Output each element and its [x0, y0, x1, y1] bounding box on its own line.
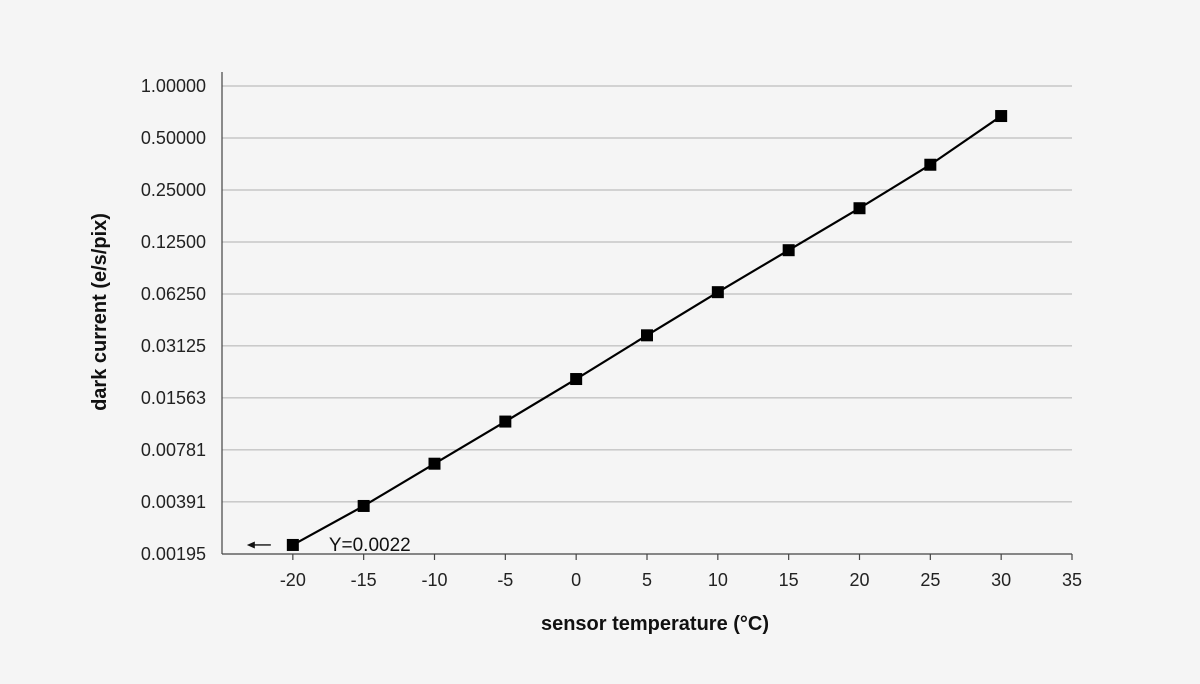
data-point [924, 158, 937, 171]
x-tick-label: 0 [571, 570, 581, 590]
grid-lines [222, 85, 1072, 503]
y-axis-title: dark current (e/s/pix) [89, 213, 111, 411]
x-tick-label: 15 [779, 570, 799, 590]
y-tick-label: 0.00781 [141, 440, 206, 460]
x-tick-label: 5 [642, 570, 652, 590]
data-point [357, 499, 370, 512]
data-point [782, 244, 795, 257]
annotation-layer: Y=0.0022 [246, 535, 411, 556]
x-tick-label: -15 [351, 570, 377, 590]
data-point [570, 373, 583, 386]
y-tick-label: 0.00391 [141, 492, 206, 512]
y-tick-label: 0.25000 [141, 180, 206, 200]
axes [221, 72, 1072, 555]
x-axis-ticks: -20 -15 -10 -5 0 5 10 15 20 25 30 35 [280, 554, 1082, 590]
x-tick-label: 10 [708, 570, 728, 590]
y-tick-label: 1.00000 [141, 76, 206, 96]
data-point [711, 286, 724, 299]
x-tick-label: 30 [991, 570, 1011, 590]
annotation-arrowhead [246, 541, 255, 549]
x-tick-label: 35 [1062, 570, 1082, 590]
data-point [641, 329, 653, 342]
y-tick-label: 0.12500 [141, 232, 206, 252]
data-point [428, 457, 441, 470]
y-tick-label: 0.01563 [141, 388, 206, 408]
y-axis-ticks: 0.00195 0.00391 0.00781 0.01563 0.03125 0.062… [141, 76, 206, 564]
y-tick-label: 0.03125 [141, 336, 206, 356]
y-tick-label: 0.00195 [141, 544, 206, 564]
x-axis-title: sensor temperature (°C) [541, 613, 769, 635]
annotation-label: Y=0.0022 [329, 535, 411, 556]
x-tick-label: 25 [920, 570, 940, 590]
series-dark-current [286, 110, 1008, 551]
data-point [853, 202, 866, 215]
data-point [995, 110, 1008, 123]
y-tick-label: 0.50000 [141, 128, 206, 148]
data-point [286, 538, 299, 551]
data-point [499, 415, 512, 428]
y-tick-label: 0.06250 [141, 284, 206, 304]
x-tick-label: -10 [421, 570, 447, 590]
x-tick-label: -20 [280, 570, 306, 590]
x-tick-label: 20 [849, 570, 869, 590]
x-tick-label: -5 [497, 570, 513, 590]
